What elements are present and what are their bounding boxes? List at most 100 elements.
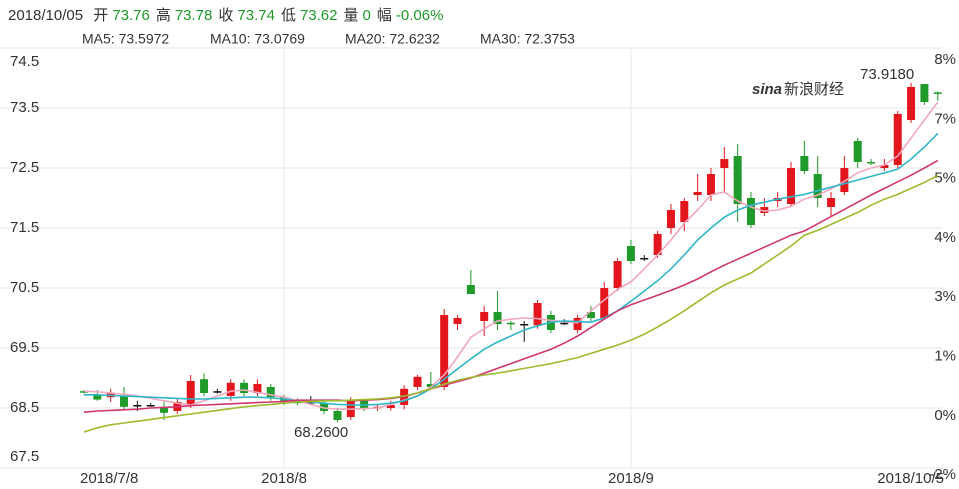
header-value: 73.78 [175, 7, 213, 24]
watermark-text: 新浪财经 [784, 81, 844, 98]
candle-body [200, 379, 209, 393]
candle-body [600, 288, 609, 318]
candle-body [747, 198, 755, 225]
candle-body [440, 315, 449, 387]
ma-line [83, 159, 939, 413]
candle-body [800, 156, 809, 171]
x-tick-label: 2018/10/5 [877, 470, 944, 487]
ma-line [83, 174, 939, 433]
right-axis-label: -2% [929, 466, 956, 483]
candle-body [493, 312, 502, 324]
ma-line [83, 101, 939, 410]
candle-body [160, 406, 169, 413]
legend-entry: MA10: 73.0769 [210, 31, 305, 47]
candle-body [827, 198, 836, 207]
candle-body [226, 382, 235, 396]
header-label: 收 [218, 7, 233, 24]
candle-body [626, 246, 635, 261]
header-label: 高 [156, 7, 171, 24]
header: 2018/10/05 开 73.76 高 73.78 收 73.74 低 73.62 量 0 幅 -0… [8, 7, 443, 24]
y-tick-label: 69.5 [10, 339, 39, 356]
right-axis-label: 8% [934, 51, 956, 68]
candle-body [133, 405, 142, 407]
annotation: 68.2600 [294, 424, 348, 441]
candle-body [320, 403, 329, 411]
candle-body [506, 322, 515, 325]
right-axis-label: 1% [934, 347, 956, 364]
candle-body [760, 207, 769, 213]
header-value: -0.06% [396, 7, 444, 24]
candle-body [586, 312, 595, 318]
y-tick-label: 67.5 [10, 448, 39, 465]
candle-body [573, 318, 582, 330]
header-label: 量 [344, 7, 359, 24]
candle-body [240, 382, 249, 393]
y-tick-label: 73.5 [10, 99, 39, 116]
candle-body [880, 165, 889, 168]
candle-body [653, 234, 662, 255]
right-axis-label: 4% [934, 229, 956, 246]
right-axis-label: 7% [934, 110, 956, 127]
candle-body [893, 114, 902, 165]
header-label: 低 [281, 7, 296, 24]
header-value: 73.74 [237, 7, 275, 24]
ma-line [84, 132, 939, 406]
y-tick-label: 71.5 [10, 219, 39, 236]
candle-body [920, 84, 929, 102]
candle-body [560, 322, 569, 325]
candle-body [733, 156, 742, 204]
candle-body [480, 312, 489, 321]
header-label: 开 [93, 7, 108, 24]
y-tick-label: 74.5 [10, 53, 39, 70]
watermark: sina 新浪财经 [752, 81, 844, 98]
candle-body [186, 381, 195, 405]
candle-body [840, 168, 849, 192]
candle-body [466, 285, 475, 294]
candle-body [93, 394, 102, 400]
candle-body [120, 396, 129, 407]
candle-body [520, 324, 529, 326]
candle-body [693, 192, 702, 195]
candle-body [907, 87, 916, 120]
x-tick-label: 2018/7/8 [80, 470, 138, 487]
candle-body [853, 141, 862, 162]
right-axis-label: 0% [934, 407, 956, 424]
header-value: 0 [363, 7, 371, 24]
y-tick-label: 72.5 [10, 159, 39, 176]
candle-body [867, 162, 876, 164]
right-axis-label: 3% [934, 288, 956, 305]
candle-body [386, 405, 395, 408]
y-tick-label: 68.5 [10, 399, 39, 416]
candle-body [933, 92, 942, 94]
candle-body [253, 384, 262, 393]
header-value: 73.76 [112, 7, 150, 24]
candle-body [453, 318, 462, 324]
header-label: 幅 [377, 7, 392, 24]
y-tick-label: 70.5 [10, 279, 39, 296]
candle-body [787, 168, 796, 204]
legend-entry: MA30: 72.3753 [480, 31, 575, 47]
watermark-logo: sina [752, 81, 782, 98]
x-tick-label: 2018/9 [608, 470, 654, 487]
candle-body [426, 384, 435, 387]
candle-body [666, 210, 675, 228]
candle-body [813, 174, 822, 198]
x-tick-label: 2018/8 [261, 470, 307, 487]
candle-body [213, 391, 222, 393]
right-axis-label: 5% [934, 170, 956, 187]
header-value: 73.62 [300, 7, 338, 24]
candle-body [720, 159, 729, 168]
candle-body [413, 376, 422, 387]
header-date: 2018/10/05 [8, 7, 83, 24]
candle-body [613, 261, 622, 288]
annotation: 73.9180 [860, 66, 914, 83]
candle-body [146, 405, 155, 407]
candle-body [333, 411, 342, 420]
candle-body [706, 174, 715, 195]
candle-body [680, 201, 689, 222]
candle-body [266, 387, 275, 398]
candle-body [533, 303, 542, 326]
candle-body [640, 258, 649, 260]
legend-entry: MA5: 73.5972 [82, 31, 169, 47]
